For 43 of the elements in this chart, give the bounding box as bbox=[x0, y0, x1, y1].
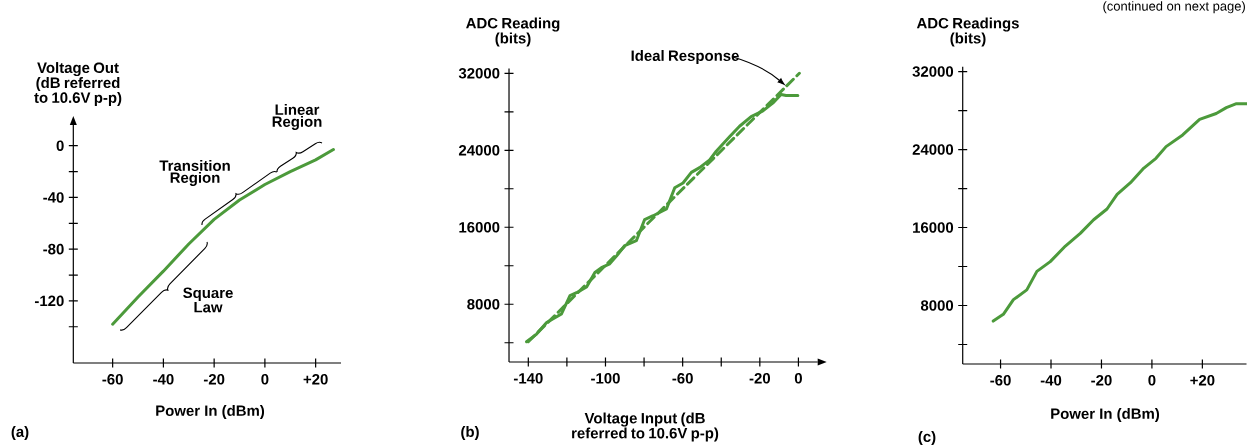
x-axis-title: Power In (dBm) bbox=[156, 405, 265, 419]
x-tick-label: -20 bbox=[749, 373, 770, 384]
x-tick-label: 0 bbox=[261, 374, 269, 385]
x-tick-label: -140 bbox=[513, 373, 543, 384]
line-series bbox=[991, 102, 1247, 323]
y-tick-label: -40 bbox=[43, 192, 64, 203]
y-tick-label: 8000 bbox=[920, 300, 954, 311]
text: (b) bbox=[461, 426, 479, 440]
annotation: Linear Region bbox=[272, 104, 322, 130]
text: (a) bbox=[11, 426, 29, 440]
annotation: Square Law bbox=[183, 287, 233, 313]
y-tick-label: -80 bbox=[43, 243, 64, 255]
x-tick-label: -40 bbox=[1040, 375, 1062, 386]
text: (c) bbox=[918, 431, 936, 445]
y-axis-title: ADC Readings (bits) bbox=[916, 17, 1019, 47]
x-tick-label: -20 bbox=[1091, 375, 1112, 386]
x-tick-label: -20 bbox=[203, 374, 225, 385]
y-axis-title: Voltage Out (dB referred to 10.6V p-p) bbox=[34, 62, 122, 106]
y-tick-label: 8000 bbox=[467, 298, 500, 310]
y-tick-label: 16000 bbox=[459, 221, 500, 233]
x-tick-label: -100 bbox=[591, 373, 620, 384]
y-tick-label: 16000 bbox=[913, 222, 954, 233]
y-tick-label: 0 bbox=[56, 140, 64, 151]
annotation: Transition Region bbox=[159, 160, 230, 186]
y-tick-label: 24000 bbox=[458, 144, 500, 156]
x-tick-label: 0 bbox=[1148, 375, 1156, 386]
x-tick-label: -60 bbox=[672, 373, 693, 384]
x-tick-label: -40 bbox=[153, 374, 174, 385]
x-tick-label: -60 bbox=[102, 374, 123, 385]
y-tick-label: -120 bbox=[34, 295, 64, 307]
y-tick-label: 24000 bbox=[912, 144, 954, 155]
x-axis-title: Voltage Input (dB referred to 10.6V p-p) bbox=[572, 412, 719, 442]
x-tick-label: +20 bbox=[1190, 375, 1215, 386]
x-tick-label: +20 bbox=[303, 374, 328, 385]
line-series bbox=[111, 148, 335, 326]
text: (continued on next page) bbox=[1103, 1, 1245, 14]
y-tick-label: 32000 bbox=[458, 67, 500, 79]
y-axis-title: ADC Reading (bits) bbox=[466, 17, 560, 47]
x-axis-title: Power In (dBm) bbox=[1051, 408, 1160, 422]
x-tick-label: -60 bbox=[990, 375, 1011, 386]
x-tick-label: 0 bbox=[794, 373, 802, 384]
y-tick-label: 32000 bbox=[912, 66, 954, 77]
text: Ideal Response bbox=[631, 50, 739, 64]
